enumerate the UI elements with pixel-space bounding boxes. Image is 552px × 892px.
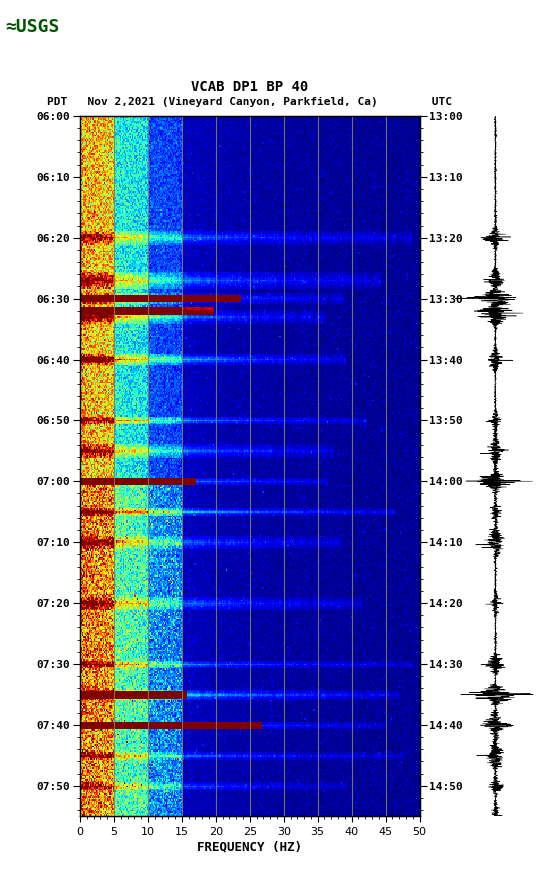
Text: VCAB DP1 BP 40: VCAB DP1 BP 40 [191, 79, 309, 94]
Text: ≈USGS: ≈USGS [6, 18, 60, 36]
X-axis label: FREQUENCY (HZ): FREQUENCY (HZ) [197, 841, 302, 854]
Text: PDT   Nov 2,2021 (Vineyard Canyon, Parkfield, Ca)        UTC: PDT Nov 2,2021 (Vineyard Canyon, Parkfie… [47, 97, 452, 107]
